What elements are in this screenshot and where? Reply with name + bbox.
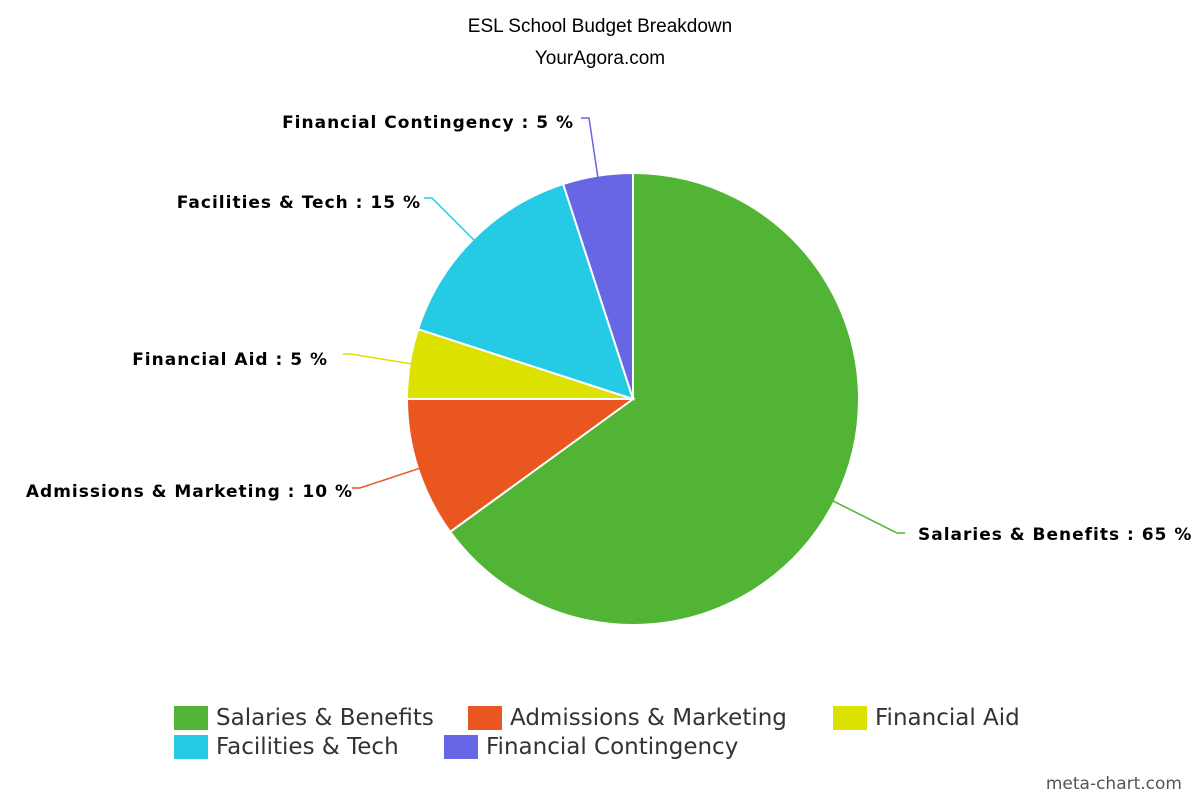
- legend-swatch: [468, 706, 502, 730]
- legend-label: Financial Contingency: [486, 734, 739, 760]
- slice-label-admissions-marketing: Admissions & Marketing : 10 %: [26, 482, 353, 502]
- chart-header: ESL School Budget Breakdown YourAgora.co…: [0, 14, 1200, 72]
- legend-swatch: [444, 735, 478, 759]
- legend-label: Salaries & Benefits: [216, 705, 434, 731]
- connector-line-admissions-marketing: [352, 467, 421, 489]
- legend-swatch: [174, 706, 208, 730]
- chart-subtitle: YourAgora.com: [534, 48, 666, 69]
- legend-label: Admissions & Marketing: [510, 705, 787, 731]
- legend-item-financial-contingency[interactable]: Financial Contingency: [444, 732, 738, 762]
- legend-item-financial-aid[interactable]: Financial Aid: [833, 703, 1020, 733]
- slice-label-salaries-benefits: Salaries & Benefits : 65 %: [918, 525, 1192, 545]
- legend-label: Facilities & Tech: [216, 734, 399, 760]
- legend-label: Financial Aid: [875, 705, 1020, 731]
- pie-chart: Salaries & Benefits : 65 % Admissions & M…: [26, 113, 1192, 626]
- credit-text: meta-chart.com: [1045, 774, 1182, 794]
- connector-line-salaries-benefits: [832, 500, 905, 534]
- slice-label-financial-contingency: Financial Contingency : 5 %: [282, 113, 574, 133]
- connector-line-facilities-tech: [424, 197, 476, 242]
- slice-label-financial-aid: Financial Aid : 5 %: [132, 350, 328, 370]
- label-connectors: [343, 117, 905, 534]
- legend-swatch: [833, 706, 867, 730]
- legend-item-admissions-marketing[interactable]: Admissions & Marketing: [468, 703, 787, 733]
- slice-label-facilities-tech: Facilities & Tech : 15 %: [177, 193, 421, 213]
- legend-item-facilities-tech[interactable]: Facilities & Tech: [174, 732, 399, 762]
- slice-labels: Salaries & Benefits : 65 % Admissions & M…: [26, 113, 1192, 545]
- chart-title: ESL School Budget Breakdown: [467, 16, 733, 37]
- legend-item-salaries-benefits[interactable]: Salaries & Benefits: [174, 703, 434, 733]
- connector-line-financial-contingency: [581, 117, 599, 178]
- connector-line-financial-aid: [343, 353, 412, 365]
- legend-swatch: [174, 735, 208, 759]
- pie-slices: [405, 171, 860, 626]
